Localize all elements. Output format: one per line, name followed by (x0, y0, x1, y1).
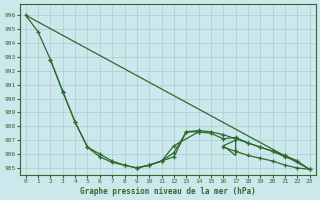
X-axis label: Graphe pression niveau de la mer (hPa): Graphe pression niveau de la mer (hPa) (80, 187, 256, 196)
